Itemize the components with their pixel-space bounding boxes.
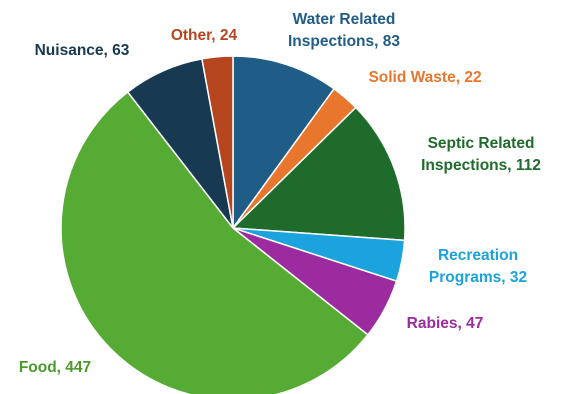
data-label-line: Solid Waste, 22 bbox=[368, 69, 481, 86]
slices-layer bbox=[60, 55, 406, 394]
data-label-septic-related-inspections: Septic Related Inspections, 112 bbox=[421, 135, 541, 174]
data-label-line: Inspections, 112 bbox=[421, 157, 541, 174]
data-label-rabies: Rabies, 47 bbox=[407, 315, 484, 332]
data-label-line: Septic Related bbox=[428, 135, 535, 152]
labels-layer: Water Related Inspections, 83 Solid Waste,… bbox=[19, 11, 541, 376]
data-label-nuisance: Nuisance, 63 bbox=[35, 42, 130, 59]
data-label-line: Water Related bbox=[293, 11, 396, 28]
data-label-other: Other, 24 bbox=[171, 27, 238, 44]
data-label-line: Nuisance, 63 bbox=[35, 42, 130, 59]
data-label-line: Programs, 32 bbox=[429, 269, 527, 286]
pie-slice-water-related-inspections bbox=[232, 55, 336, 231]
pie-slice-other bbox=[201, 55, 234, 229]
data-label-line: Rabies, 47 bbox=[407, 315, 484, 332]
pie-slice-food bbox=[60, 90, 369, 394]
data-label-water-related-inspections: Water Related Inspections, 83 bbox=[288, 11, 400, 50]
data-label-solid-waste: Solid Waste, 22 bbox=[368, 69, 481, 86]
data-label-food: Food, 447 bbox=[19, 359, 91, 376]
data-label-line: Food, 447 bbox=[19, 359, 91, 376]
data-label-line: Inspections, 83 bbox=[288, 33, 400, 50]
data-label-line: Recreation bbox=[438, 247, 518, 264]
pie-slice-septic-related-inspections bbox=[231, 106, 406, 242]
data-label-recreation-programs: Recreation Programs, 32 bbox=[429, 247, 527, 286]
data-label-line: Other, 24 bbox=[171, 27, 238, 44]
